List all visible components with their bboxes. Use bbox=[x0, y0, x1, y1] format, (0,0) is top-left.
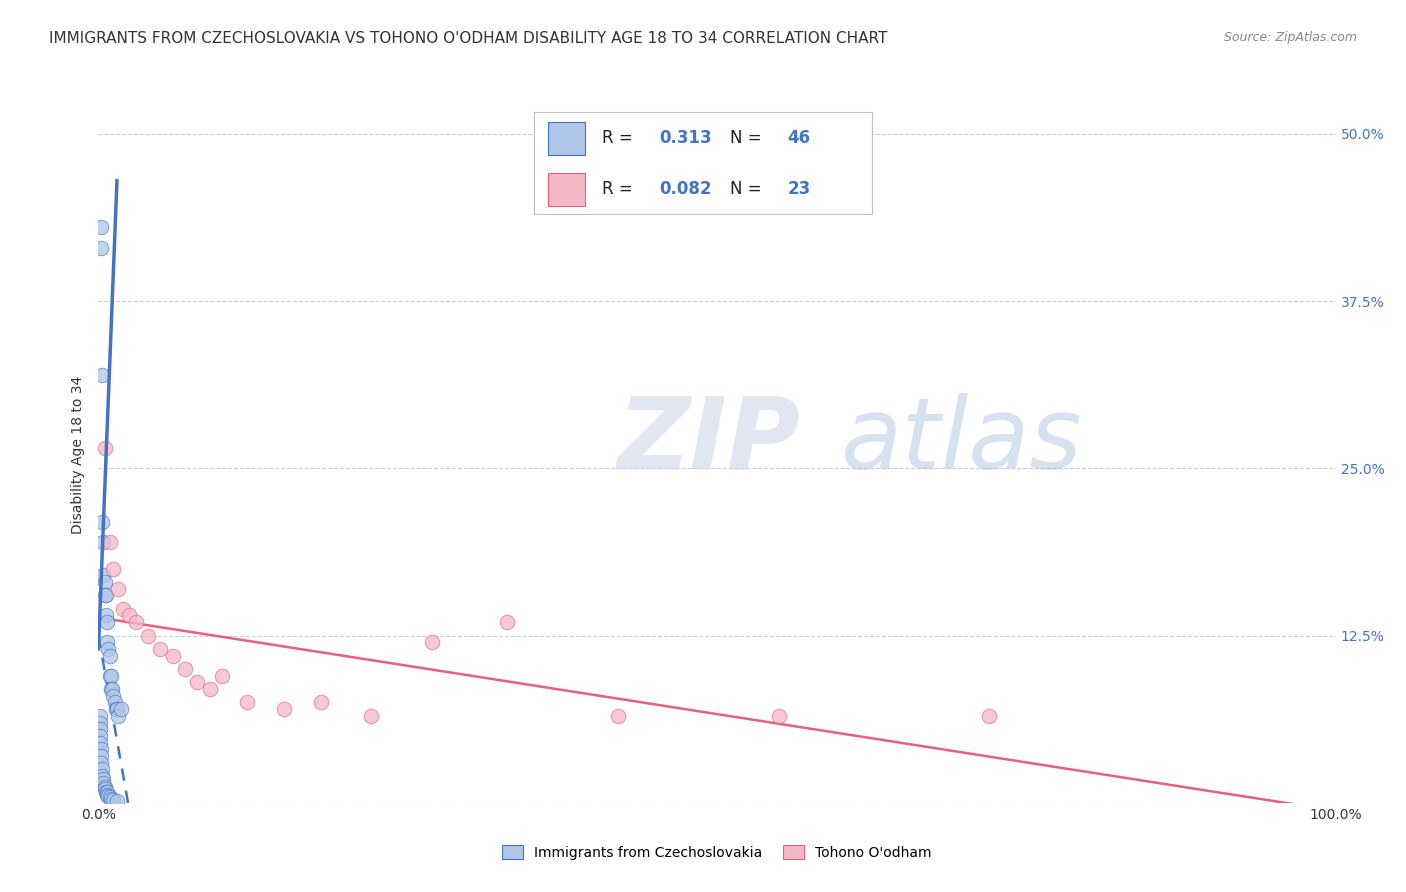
Point bbox=[149, 642, 172, 657]
Point bbox=[90, 241, 112, 255]
Point bbox=[90, 742, 112, 756]
Text: ZIP: ZIP bbox=[619, 392, 801, 490]
Text: R =: R = bbox=[602, 180, 638, 198]
Point bbox=[93, 772, 115, 786]
Point bbox=[91, 762, 114, 776]
Point bbox=[93, 782, 115, 797]
Point bbox=[93, 575, 115, 590]
Point bbox=[211, 669, 233, 683]
Point bbox=[124, 615, 146, 630]
Point bbox=[174, 662, 197, 676]
Point bbox=[96, 615, 118, 630]
Point bbox=[103, 689, 125, 703]
Point bbox=[495, 615, 517, 630]
FancyBboxPatch shape bbox=[548, 173, 585, 206]
Point bbox=[136, 628, 159, 642]
Point bbox=[96, 785, 118, 799]
Text: 0.313: 0.313 bbox=[659, 129, 711, 147]
Point bbox=[103, 562, 125, 576]
Point bbox=[90, 756, 112, 770]
Point bbox=[105, 702, 128, 716]
Point bbox=[360, 708, 382, 723]
Point bbox=[90, 749, 112, 764]
Point bbox=[103, 793, 125, 807]
Point bbox=[118, 608, 141, 623]
Point bbox=[98, 669, 121, 683]
Point bbox=[100, 681, 122, 696]
Point bbox=[198, 681, 221, 696]
Point bbox=[236, 696, 259, 710]
Point bbox=[104, 702, 127, 716]
Y-axis label: Disability Age 18 to 34: Disability Age 18 to 34 bbox=[72, 376, 86, 534]
Point bbox=[162, 648, 184, 663]
Text: 46: 46 bbox=[787, 129, 810, 147]
Point bbox=[101, 681, 124, 696]
Point bbox=[93, 775, 115, 790]
Text: 0.082: 0.082 bbox=[659, 180, 711, 198]
Point bbox=[93, 535, 115, 549]
Text: N =: N = bbox=[730, 180, 766, 198]
Text: R =: R = bbox=[602, 129, 638, 147]
Point bbox=[97, 642, 120, 657]
Text: Source: ZipAtlas.com: Source: ZipAtlas.com bbox=[1223, 31, 1357, 45]
Text: N =: N = bbox=[730, 129, 766, 147]
Point bbox=[91, 769, 114, 783]
Point bbox=[90, 220, 112, 235]
Point bbox=[94, 785, 117, 799]
Point bbox=[103, 696, 125, 710]
Point bbox=[93, 442, 115, 456]
Point bbox=[89, 729, 111, 743]
Point bbox=[100, 792, 122, 806]
Point bbox=[91, 368, 114, 382]
Point bbox=[100, 669, 122, 683]
Point bbox=[89, 735, 111, 749]
Text: 23: 23 bbox=[787, 180, 811, 198]
Point bbox=[112, 602, 135, 616]
Point bbox=[105, 795, 128, 808]
Point bbox=[93, 589, 115, 603]
Point bbox=[979, 708, 1001, 723]
Point bbox=[94, 589, 117, 603]
Point bbox=[98, 648, 121, 663]
Point bbox=[107, 708, 129, 723]
Point bbox=[91, 515, 114, 529]
Point bbox=[607, 708, 630, 723]
Point bbox=[89, 715, 111, 730]
Text: atlas: atlas bbox=[841, 392, 1083, 490]
Point bbox=[273, 702, 295, 716]
Point bbox=[98, 535, 121, 549]
Point bbox=[309, 696, 332, 710]
Point bbox=[89, 708, 111, 723]
Point bbox=[96, 788, 118, 802]
Point bbox=[110, 702, 132, 716]
Point bbox=[93, 780, 115, 794]
Point bbox=[94, 608, 117, 623]
Point bbox=[98, 790, 121, 805]
Point bbox=[422, 635, 444, 649]
Point bbox=[768, 708, 790, 723]
Point bbox=[89, 723, 111, 737]
Point bbox=[93, 568, 115, 582]
FancyBboxPatch shape bbox=[548, 122, 585, 154]
Text: IMMIGRANTS FROM CZECHOSLOVAKIA VS TOHONO O'ODHAM DISABILITY AGE 18 TO 34 CORRELA: IMMIGRANTS FROM CZECHOSLOVAKIA VS TOHONO… bbox=[49, 31, 887, 46]
Point bbox=[186, 675, 208, 690]
Point bbox=[107, 582, 129, 596]
Point bbox=[97, 789, 120, 803]
Legend: Immigrants from Czechoslovakia, Tohono O'odham: Immigrants from Czechoslovakia, Tohono O… bbox=[496, 839, 938, 865]
Point bbox=[96, 635, 118, 649]
